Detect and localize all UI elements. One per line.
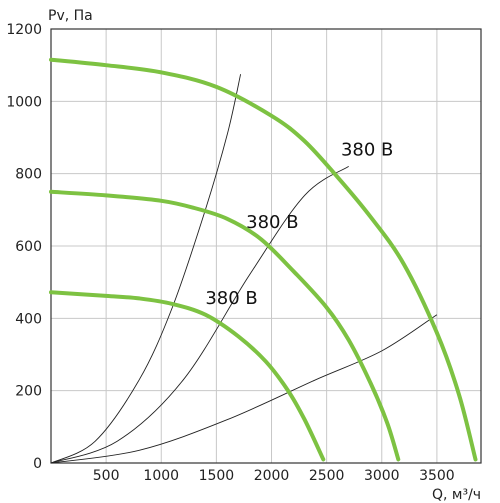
system-curve-1 — [50, 74, 242, 464]
y-tick-label: 600 — [15, 239, 42, 255]
system-curve-2 — [50, 166, 349, 464]
curve-labels: 380 В 380 В 380 В — [205, 140, 393, 309]
system-curves-layer — [50, 74, 438, 464]
x-tick-label: 1000 — [143, 468, 179, 484]
fan-curve-3 — [49, 290, 326, 462]
y-tick-label: 0 — [33, 456, 42, 472]
x-tick-label: 3500 — [419, 468, 455, 484]
x-tick-label: 2000 — [254, 468, 290, 484]
fan-curve-2 — [49, 189, 401, 462]
x-tick-label: 2500 — [309, 468, 345, 484]
fan-curve-label-3: 380 В — [205, 288, 257, 309]
x-tick-label: 1500 — [199, 468, 235, 484]
x-tick-label: 3000 — [364, 468, 400, 484]
x-axis-title: Q, м³/ч — [432, 487, 481, 503]
y-axis-title: Pv, Па — [48, 8, 93, 24]
grid-layer — [51, 29, 481, 463]
fan-curve-label-1: 380 В — [341, 140, 393, 161]
y-tick-label: 400 — [15, 311, 42, 327]
y-tick-labels: 0 200 400 600 800 1000 1200 — [6, 22, 42, 472]
y-tick-label: 1000 — [6, 94, 42, 110]
plot-frame — [50, 28, 482, 464]
y-tick-label: 800 — [15, 167, 42, 183]
x-tick-labels: 500 1000 1500 2000 2500 3000 3500 — [93, 468, 455, 484]
y-tick-label: 200 — [15, 384, 42, 400]
fan-curve-label-2: 380 В — [246, 212, 298, 233]
fan-curves-layer — [49, 57, 478, 462]
system-curve-3 — [50, 314, 438, 464]
x-tick-label: 500 — [93, 468, 120, 484]
fan-curve-1 — [49, 57, 478, 462]
y-tick-label: 1200 — [6, 22, 42, 38]
